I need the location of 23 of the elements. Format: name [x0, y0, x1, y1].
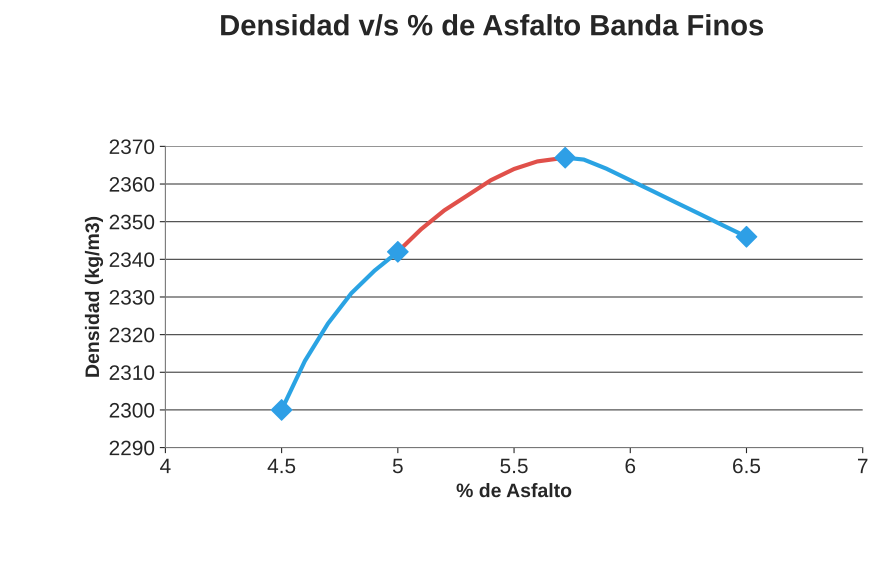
- point: [270, 399, 292, 421]
- x-tick-label: 6.5: [733, 458, 760, 474]
- y-tick-label: 2370: [110, 139, 154, 154]
- point: [554, 146, 576, 169]
- y-tick-label: 2320: [110, 328, 154, 342]
- x-tick-label: 4: [160, 458, 171, 474]
- point: [736, 226, 758, 248]
- x-tick-label: 6: [626, 458, 636, 474]
- y-tick-label: 2330: [110, 290, 154, 305]
- y-tick-label: 2340: [110, 252, 154, 268]
- y-tick-label: 2300: [110, 402, 154, 418]
- y-tick-label: 2360: [110, 177, 154, 192]
- y-axis-title: Densidad (kg/m3): [84, 216, 104, 377]
- y-tick-label: 2290: [110, 440, 154, 456]
- y-tick-label: 2310: [110, 365, 154, 380]
- x-tick-label: 4.5: [268, 458, 296, 474]
- x-tick-label: 5: [392, 458, 403, 474]
- x-tick-label: 7: [858, 458, 868, 474]
- chart-title: Densidad v/s % de Asfalto Banda Finos: [221, 14, 764, 36]
- y-tick-label: 2350: [110, 214, 154, 230]
- x-tick-label: 5.5: [500, 458, 528, 474]
- x-axis-title: % de Asfalto: [456, 482, 572, 498]
- point: [386, 240, 409, 263]
